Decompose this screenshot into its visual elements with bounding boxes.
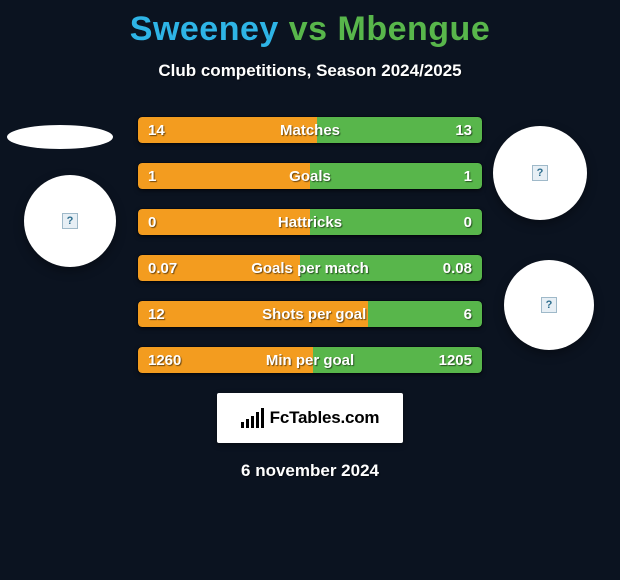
- player-a-avatar: [24, 175, 116, 267]
- brand-text: FcTables.com: [270, 408, 380, 428]
- stat-value-right: 6: [464, 306, 482, 323]
- brand-bars-icon: [241, 408, 264, 428]
- stat-value-left: 0.07: [138, 260, 177, 277]
- player-a-name: Sweeney: [130, 10, 279, 48]
- stat-value-right: 0: [464, 214, 482, 231]
- stat-value-right: 1205: [439, 352, 482, 369]
- stat-row: 0Hattricks0: [138, 209, 482, 235]
- subtitle: Club competitions, Season 2024/2025: [0, 61, 620, 81]
- stat-label: Min per goal: [181, 352, 438, 369]
- player-b-avatar: [493, 126, 587, 220]
- vs-separator: vs: [279, 10, 338, 48]
- stat-row: 1260Min per goal1205: [138, 347, 482, 373]
- comparison-title: Sweeney vs Mbengue: [0, 0, 620, 49]
- stat-label: Matches: [165, 122, 456, 139]
- stat-value-left: 14: [138, 122, 165, 139]
- stat-row: 12Shots per goal6: [138, 301, 482, 327]
- stat-label: Hattricks: [156, 214, 463, 231]
- stat-row: 14Matches13: [138, 117, 482, 143]
- stat-value-left: 12: [138, 306, 165, 323]
- stat-value-left: 1260: [138, 352, 181, 369]
- decor-ellipse: [7, 125, 113, 149]
- player-b-club-avatar: [504, 260, 594, 350]
- stat-value-left: 1: [138, 168, 156, 185]
- image-placeholder-icon: [62, 213, 78, 229]
- stat-label: Goals per match: [177, 260, 443, 277]
- brand-card: FcTables.com: [217, 393, 403, 443]
- image-placeholder-icon: [532, 165, 548, 181]
- stat-value-right: 0.08: [443, 260, 482, 277]
- player-b-name: Mbengue: [338, 10, 491, 48]
- stat-row: 1Goals1: [138, 163, 482, 189]
- stat-label: Shots per goal: [165, 306, 464, 323]
- stat-value-right: 1: [464, 168, 482, 185]
- stat-label: Goals: [156, 168, 463, 185]
- stat-value-left: 0: [138, 214, 156, 231]
- stat-value-right: 13: [455, 122, 482, 139]
- snapshot-date: 6 november 2024: [0, 461, 620, 481]
- stat-row: 0.07Goals per match0.08: [138, 255, 482, 281]
- stats-comparison-block: 14Matches13 1Goals1 0Hattricks0 0.07Goals p…: [138, 117, 482, 373]
- image-placeholder-icon: [541, 297, 557, 313]
